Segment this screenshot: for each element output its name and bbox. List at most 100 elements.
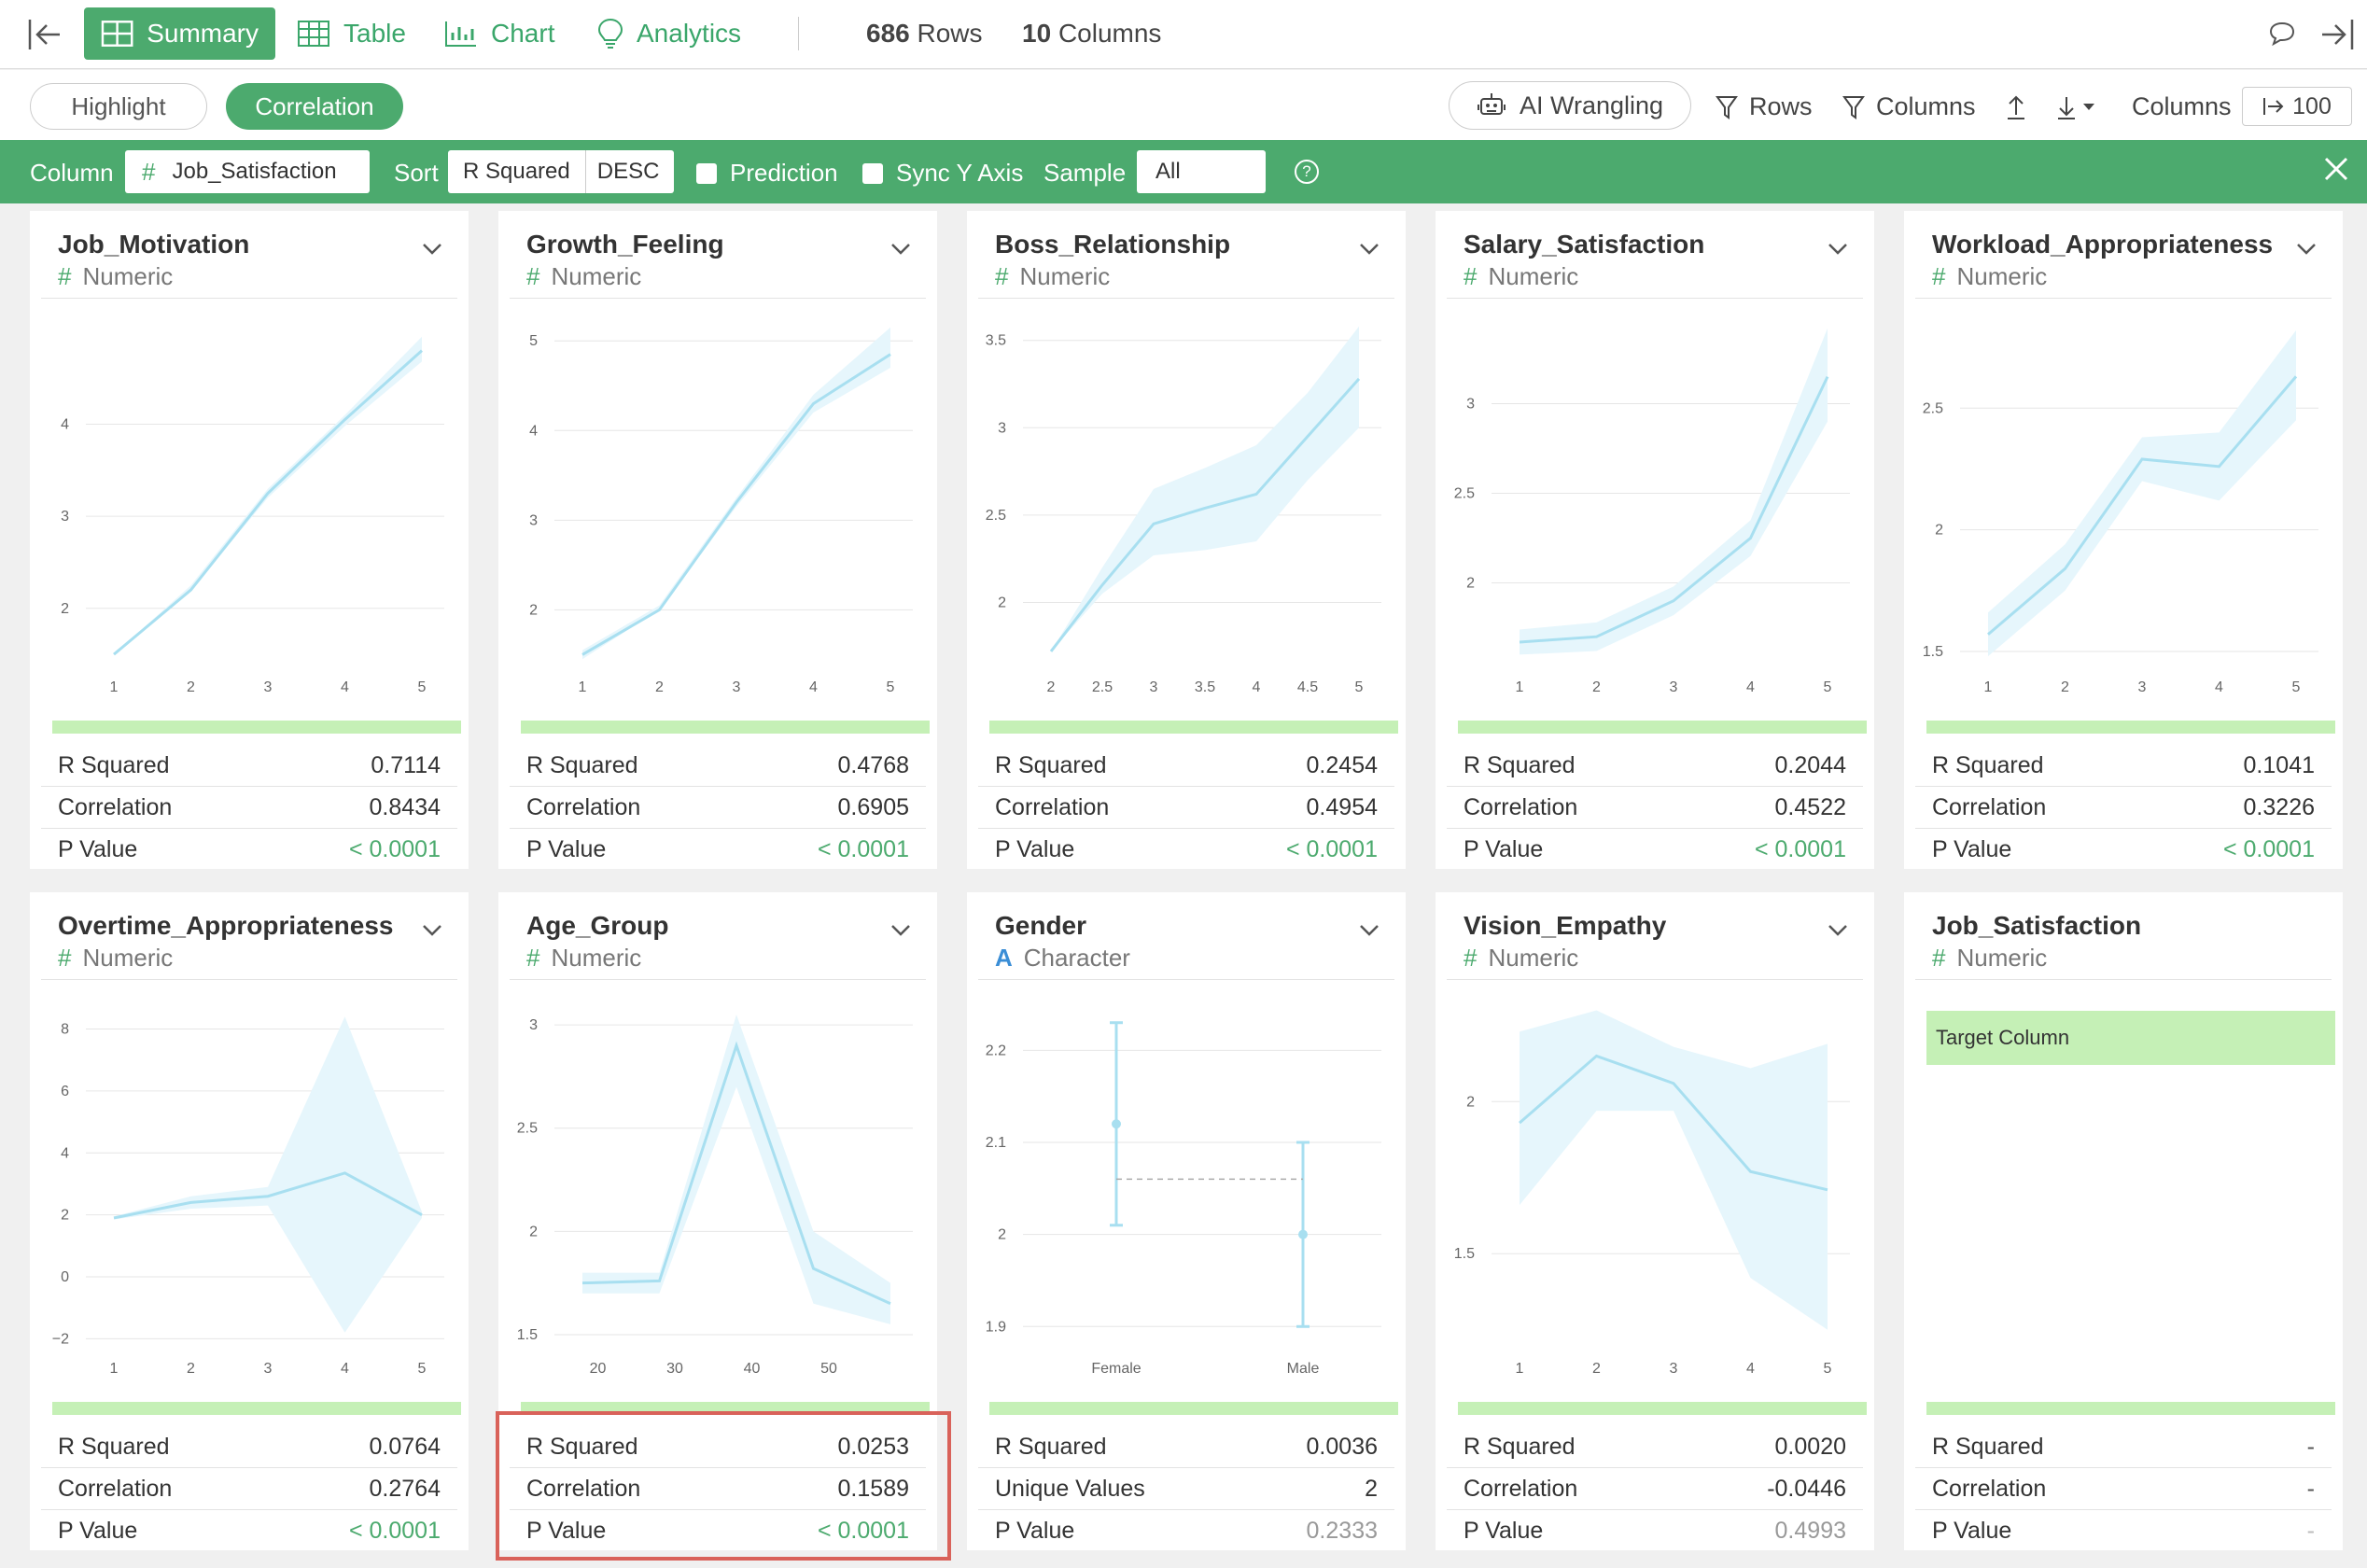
sort-select[interactable]: R Squared DESC	[448, 150, 674, 193]
confidence-band	[114, 336, 422, 655]
help-icon[interactable]: ?	[1295, 160, 1319, 184]
chevron-down-icon[interactable]	[1828, 243, 1848, 256]
card-stats: R Squared 0.7114 Correlation 0.8434 P Value <…	[41, 745, 457, 871]
stat-row: R Squared 0.1041	[1915, 745, 2332, 787]
collapse-left-icon[interactable]	[26, 17, 63, 52]
x-tick-label: 2	[2061, 679, 2069, 695]
stat-value: 0.2454	[1306, 751, 1378, 778]
close-icon[interactable]	[2322, 155, 2350, 183]
tab-chart[interactable]: Chart	[427, 7, 571, 60]
x-tick-label: 4	[341, 679, 349, 695]
tab-analytics[interactable]: Analytics	[581, 7, 758, 60]
collapse-right-icon[interactable]	[2318, 17, 2356, 52]
sort-ascending-icon[interactable]	[2005, 94, 2027, 120]
stat-value: -	[2306, 1475, 2315, 1502]
prediction-checkbox[interactable]: Prediction	[696, 159, 838, 188]
x-tick-label: 3	[264, 1361, 273, 1377]
stat-label: Correlation	[1464, 1475, 1578, 1502]
sync-y-axis-checkbox[interactable]: Sync Y Axis	[862, 159, 1023, 188]
correlation-button[interactable]: Correlation	[226, 83, 403, 130]
tab-table-label: Table	[343, 19, 406, 48]
x-tick-label: 3	[264, 679, 273, 695]
x-tick-label: 4	[1746, 1361, 1755, 1377]
card-title: Job_Motivation	[58, 230, 250, 259]
correlation-strength-bar	[989, 1402, 1398, 1415]
chart-icon	[445, 21, 476, 47]
top-toolbar: Summary Table Chart Analytics 686 Rows 1…	[0, 0, 2367, 69]
data-type-label: Character	[1023, 944, 1130, 972]
x-tick-label: 1	[110, 679, 119, 695]
chevron-down-icon[interactable]	[1359, 924, 1380, 937]
stat-value: 0.2333	[1306, 1518, 1378, 1544]
column-card: Overtime_Appropriateness # Numeric −2 0 2 4 6 8 1…	[30, 892, 469, 1550]
ai-wrangling-button[interactable]: AI Wrangling	[1449, 81, 1691, 130]
rows-filter-button[interactable]: Rows	[1716, 92, 1813, 121]
rows-filter-label: Rows	[1749, 92, 1813, 120]
stat-label: Correlation	[526, 1475, 641, 1502]
stat-label: P Value	[1932, 1518, 2012, 1544]
x-tick-label: 2	[187, 1361, 195, 1377]
tab-table[interactable]: Table	[280, 7, 423, 60]
stat-value: 0.8434	[369, 793, 441, 820]
card-data-type: # Numeric	[1464, 944, 1578, 973]
stat-label: R Squared	[526, 751, 638, 778]
chevron-down-icon[interactable]	[422, 243, 442, 256]
stat-row: P Value 0.4993	[1447, 1510, 1863, 1552]
chevron-down-icon[interactable]	[1828, 924, 1848, 937]
y-tick-label: 2	[529, 1224, 538, 1239]
chevron-down-icon[interactable]	[422, 924, 442, 937]
card-title: Overtime_Appropriateness	[58, 911, 394, 940]
confidence-band	[582, 327, 890, 660]
stat-value: -	[2306, 1433, 2315, 1460]
chevron-down-icon[interactable]	[890, 924, 911, 937]
numeric-type-icon: #	[1932, 262, 1946, 290]
y-tick-label: 1.5	[1923, 644, 1943, 660]
sort-order[interactable]: DESC	[596, 159, 660, 184]
prediction-checkbox-box[interactable]	[696, 162, 717, 184]
tab-summary[interactable]: Summary	[84, 7, 275, 60]
data-type-label: Numeric	[82, 262, 174, 290]
x-tick-label: 4	[809, 679, 818, 695]
stat-label: Unique Values	[995, 1475, 1145, 1502]
highlight-button[interactable]: Highlight	[30, 83, 207, 130]
stat-value: 2	[1365, 1475, 1378, 1502]
sort-metric[interactable]: R Squared	[448, 150, 586, 193]
comment-icon[interactable]	[2268, 21, 2296, 47]
stat-value: 0.0036	[1306, 1433, 1378, 1460]
stat-row: R Squared 0.4768	[510, 745, 926, 787]
stat-value: 0.2764	[369, 1475, 441, 1502]
columns-count-input[interactable]: 100	[2242, 87, 2352, 126]
card-stats: R Squared 0.4768 Correlation 0.6905 P Value <…	[510, 745, 926, 871]
chevron-down-icon[interactable]	[1359, 243, 1380, 256]
confidence-band	[1520, 328, 1828, 655]
sort-descending-icon[interactable]	[2055, 94, 2096, 120]
chart-plot: 1.9 2 2.1 2.2 Female Male	[986, 1021, 1381, 1377]
stat-value: < 0.0001	[2222, 836, 2315, 862]
y-tick-label: 4	[61, 1145, 69, 1161]
x-tick-label: 3	[1670, 1361, 1678, 1377]
sync-y-axis-checkbox-box[interactable]	[862, 162, 883, 184]
filter-icon	[1842, 95, 1865, 119]
columns-filter-button[interactable]: Columns	[1842, 92, 1976, 121]
stat-label: R Squared	[1464, 751, 1576, 778]
chevron-down-icon[interactable]	[890, 243, 911, 256]
x-tick-label: 4	[341, 1361, 349, 1377]
target-column-select[interactable]: # Job_Satisfaction	[125, 150, 370, 193]
card-stats: R Squared 0.0253 Correlation 0.1589 P Value <…	[510, 1426, 926, 1552]
card-data-type: # Numeric	[1464, 262, 1578, 291]
x-tick-label: 2	[187, 679, 195, 695]
card-data-type: # Numeric	[58, 944, 173, 973]
sample-select[interactable]: All	[1137, 150, 1266, 193]
card-data-type: # Numeric	[526, 262, 641, 291]
x-tick-label: 5	[2292, 679, 2301, 695]
card-stats: R Squared 0.1041 Correlation 0.3226 P Value <…	[1915, 745, 2332, 871]
columns-count-label: Columns	[2132, 92, 2232, 120]
x-tick-label: 3	[1670, 679, 1678, 695]
chevron-down-icon[interactable]	[2296, 243, 2317, 256]
stat-label: R Squared	[58, 751, 170, 778]
confidence-band	[582, 1015, 890, 1324]
stat-row: R Squared -	[1915, 1426, 2332, 1468]
card-data-type: # Numeric	[1932, 262, 2047, 291]
card-header-divider	[41, 979, 457, 980]
card-title: Boss_Relationship	[995, 230, 1231, 259]
